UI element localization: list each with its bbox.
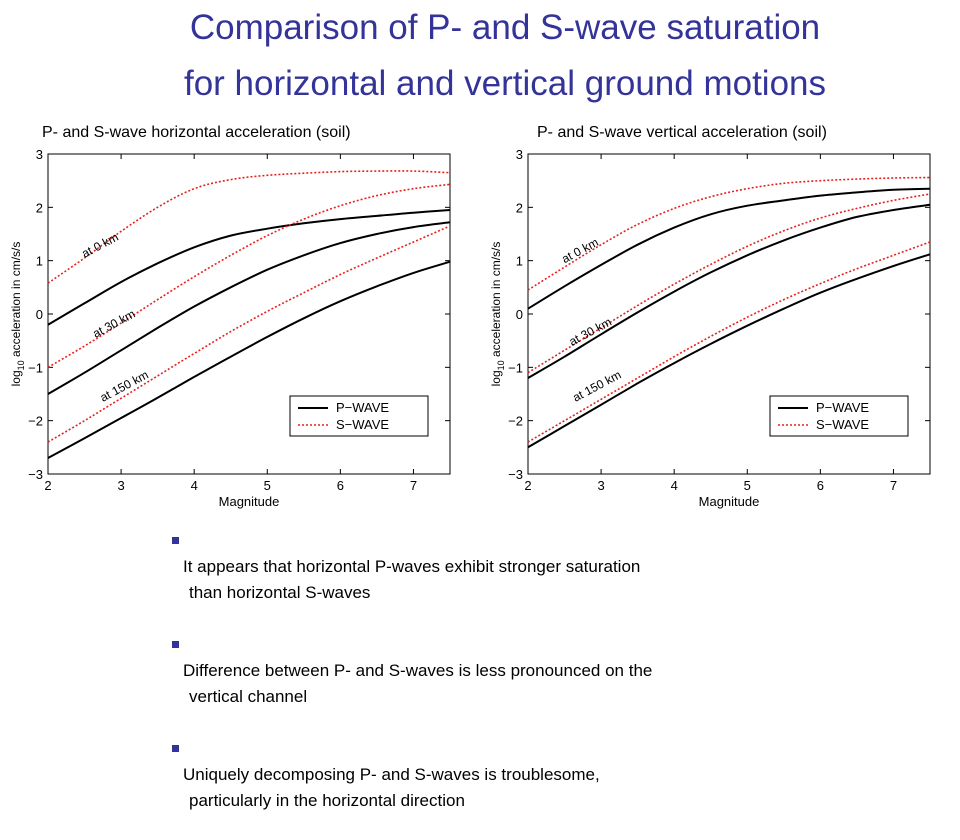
bullet-marker	[172, 641, 179, 648]
x-tick-label: 6	[817, 478, 824, 493]
y-tick-label: 3	[36, 147, 43, 162]
x-tick-label: 3	[117, 478, 124, 493]
distance-annotation: at 150 km	[570, 368, 623, 405]
y-tick-label: 1	[36, 254, 43, 269]
y-tick-label: −2	[508, 414, 523, 429]
bullet-text-line: Uniquely decomposing P- and S-waves is t…	[183, 765, 600, 784]
bullet-marker	[172, 537, 179, 544]
legend-box	[769, 395, 909, 437]
bullet-marker	[172, 745, 179, 752]
x-tick-label: 5	[744, 478, 751, 493]
y-tick-label: −1	[28, 360, 43, 375]
p-wave-line	[47, 209, 451, 326]
legend-p-wave-label: P−WAVE	[816, 400, 869, 415]
x-tick-label: 2	[524, 478, 531, 493]
y-tick-label: 2	[36, 200, 43, 215]
vertical-acceleration-chart: 2 3 4 5 6 7 −3 −2 −1 0 1 2 3 Magnitude log10 accelerat…	[489, 147, 931, 509]
x-tick-label: 5	[264, 478, 271, 493]
bullet-item: Uniquely decomposing P- and S-waves is t…	[172, 736, 872, 840]
x-tick-label: 2	[44, 478, 51, 493]
bullet-list: It appears that horizontal P-waves exhib…	[172, 528, 872, 840]
s-wave-line	[47, 225, 451, 443]
y-tick-label: 1	[516, 254, 523, 269]
y-tick-label: −3	[28, 467, 43, 482]
p-wave-line	[47, 221, 451, 395]
s-wave-line	[527, 241, 931, 443]
y-tick-label: −1	[508, 360, 523, 375]
slide-title-line2: for horizontal and vertical ground motio…	[183, 64, 826, 103]
x-tick-label: 6	[337, 478, 344, 493]
bullet-text-line: It appears that horizontal P-waves exhib…	[183, 557, 641, 576]
p-wave-line	[527, 187, 931, 310]
x-tick-label: 7	[890, 478, 897, 493]
y-tick-label: 0	[516, 307, 523, 322]
x-axis-label: Magnitude	[219, 494, 280, 509]
s-wave-line	[47, 170, 451, 284]
s-wave-line	[527, 176, 931, 291]
slide-title-line1: Comparison of P- and S-wave saturation	[189, 8, 821, 47]
y-tick-label: 2	[516, 200, 523, 215]
x-tick-label: 7	[410, 478, 417, 493]
bullet-text-line: vertical channel	[189, 687, 308, 706]
x-tick-label: 3	[597, 478, 604, 493]
s-wave-line	[47, 183, 451, 368]
x-tick-label: 4	[671, 478, 678, 493]
bullet-text-line: than horizontal S-waves	[189, 583, 371, 602]
bullet-item: Difference between P- and S-waves is les…	[172, 632, 872, 736]
y-axis-label: log10 acceleration in cm/s/s	[489, 242, 506, 387]
y-axis-label: log10 acceleration in cm/s/s	[9, 242, 26, 387]
y-tick-label: 0	[36, 307, 43, 322]
y-tick-label: −2	[28, 414, 43, 429]
s-wave-line	[527, 193, 931, 374]
p-wave-line	[47, 260, 451, 459]
bullet-item: It appears that horizontal P-waves exhib…	[172, 528, 872, 632]
distance-annotation: at 0 km	[559, 235, 600, 266]
legend-p-wave-label: P−WAVE	[336, 400, 389, 415]
distance-annotation: at 0 km	[79, 230, 120, 261]
legend-s-wave-label: S−WAVE	[336, 417, 389, 432]
legend-box	[289, 395, 429, 437]
p-wave-line	[527, 253, 931, 449]
bullet-text-line: Difference between P- and S-waves is les…	[183, 661, 653, 680]
legend-s-wave-label: S−WAVE	[816, 417, 869, 432]
y-tick-label: −3	[508, 467, 523, 482]
distance-annotation: at 150 km	[98, 368, 151, 405]
right-chart-title: P- and S-wave vertical acceleration (soi…	[537, 124, 827, 141]
y-tick-label: 3	[516, 147, 523, 162]
left-chart-title: P- and S-wave horizontal acceleration (s…	[42, 124, 351, 141]
horizontal-acceleration-chart: 2 3 4 5 6 7 −3 −2 −1 0 1 2 3 Magnitude log10 accelerat…	[9, 147, 451, 509]
p-wave-line	[527, 203, 931, 379]
x-tick-label: 4	[191, 478, 198, 493]
x-axis-label: Magnitude	[699, 494, 760, 509]
bullet-text-line: particularly in the horizontal direction	[189, 791, 465, 810]
distance-annotation: at 30 km	[90, 307, 137, 341]
